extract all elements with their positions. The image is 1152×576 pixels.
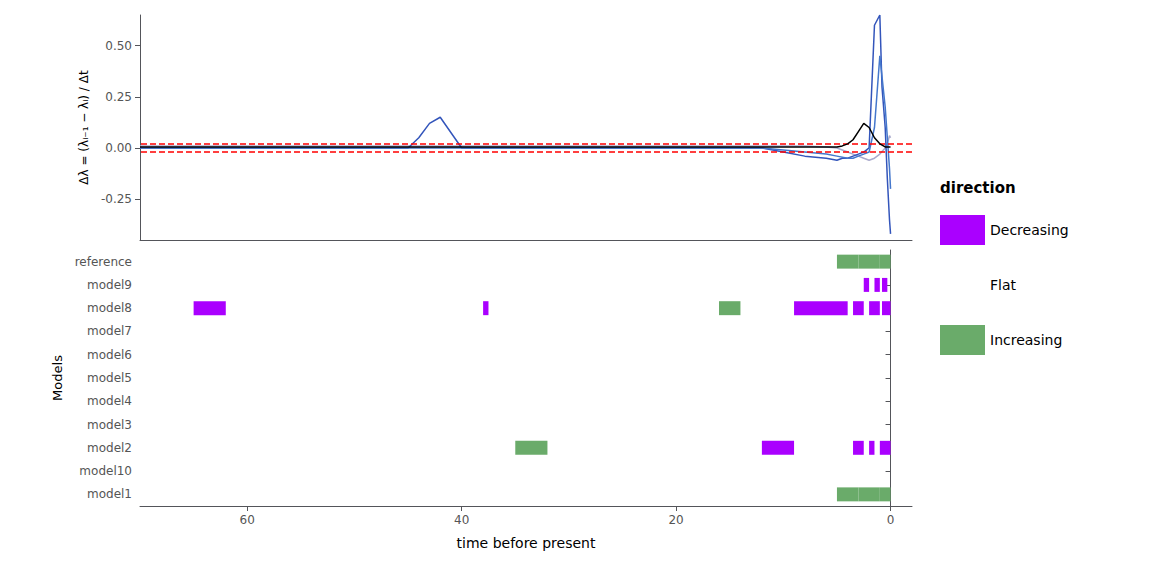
- svg-text:model1: model1: [87, 487, 132, 501]
- svg-text:0.00: 0.00: [105, 141, 132, 155]
- svg-text:model4: model4: [87, 394, 132, 408]
- svg-text:model3: model3: [87, 418, 132, 432]
- svg-text:model5: model5: [87, 371, 132, 385]
- svg-text:Δλ = (λᵢ₋₁ − λᵢ) / Δt: Δλ = (λᵢ₋₁ − λᵢ) / Δt: [77, 70, 91, 185]
- svg-text:Flat: Flat: [990, 277, 1017, 293]
- svg-text:model8: model8: [87, 301, 132, 315]
- svg-text:Models: Models: [50, 355, 65, 401]
- svg-text:Decreasing: Decreasing: [990, 222, 1069, 238]
- svg-text:reference: reference: [75, 255, 132, 269]
- svg-text:Increasing: Increasing: [990, 332, 1062, 348]
- svg-text:20: 20: [668, 513, 683, 527]
- svg-text:direction: direction: [940, 179, 1016, 197]
- svg-text:model2: model2: [87, 441, 132, 455]
- svg-text:time before present: time before present: [457, 535, 596, 551]
- svg-text:0.25: 0.25: [105, 90, 132, 104]
- svg-text:40: 40: [454, 513, 469, 527]
- svg-text:model10: model10: [79, 464, 132, 478]
- svg-text:0.50: 0.50: [105, 39, 132, 53]
- svg-text:model7: model7: [87, 324, 132, 338]
- svg-text:60: 60: [240, 513, 255, 527]
- svg-text:model9: model9: [87, 278, 132, 292]
- svg-text:0: 0: [887, 513, 895, 527]
- svg-text:-0.25: -0.25: [101, 192, 132, 206]
- svg-text:model6: model6: [87, 348, 132, 362]
